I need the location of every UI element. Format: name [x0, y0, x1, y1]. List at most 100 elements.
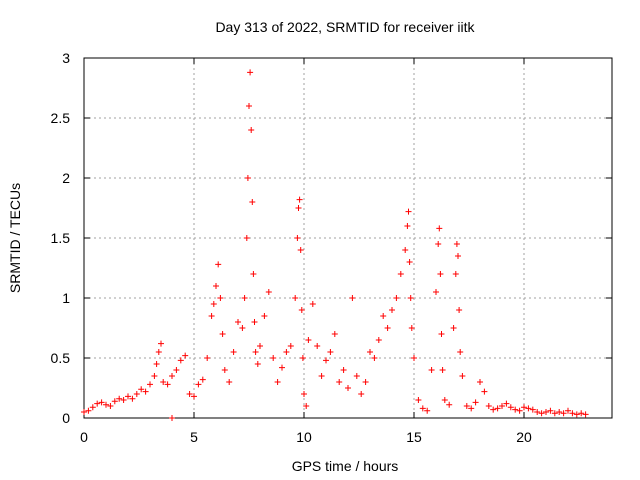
data-point: [459, 373, 466, 379]
data-point: [111, 398, 118, 405]
data-point: [241, 295, 248, 301]
data-point: [204, 355, 211, 361]
data-point: [433, 289, 439, 295]
data-point: [345, 385, 351, 391]
data-point: [569, 410, 576, 417]
data-point: [249, 199, 256, 205]
data-point: [142, 388, 149, 395]
data-point: [138, 386, 145, 393]
data-point: [516, 407, 523, 414]
data-point: [129, 395, 136, 402]
data-point: [452, 271, 459, 277]
data-point: [116, 395, 123, 402]
data-points: [81, 69, 589, 421]
data-point: [507, 404, 514, 411]
data-point: [565, 407, 571, 414]
data-point: [428, 367, 435, 373]
data-point: [578, 410, 585, 417]
data-point: [221, 367, 228, 373]
data-point: [336, 379, 343, 385]
data-point: [246, 103, 252, 109]
data-point: [450, 325, 457, 331]
y-tick-label: 1: [62, 290, 70, 306]
data-point: [85, 407, 92, 414]
axis-ticks: 0 0.5 1 1.5 2 2.5 3 0 5 10 15 20: [51, 50, 612, 445]
data-point: [213, 283, 219, 289]
data-point: [265, 289, 272, 295]
data-point: [195, 381, 202, 388]
data-point: [397, 271, 404, 277]
data-point: [521, 404, 527, 411]
data-point: [367, 349, 373, 355]
data-point: [279, 364, 285, 371]
data-point: [436, 225, 443, 232]
chart-title: Day 313 of 2022, SRMTID for receiver iit…: [215, 19, 475, 35]
data-point: [573, 411, 580, 418]
x-tick-label: 0: [80, 429, 88, 445]
data-point: [323, 357, 329, 364]
data-point: [299, 355, 306, 361]
data-point: [251, 319, 258, 325]
data-point: [254, 361, 261, 367]
x-tick-label: 5: [190, 429, 198, 445]
y-tick-label: 2.5: [51, 110, 71, 126]
data-point: [441, 397, 448, 403]
data-point: [534, 409, 541, 415]
y-tick-label: 0: [62, 410, 70, 426]
data-point: [455, 253, 461, 259]
data-point: [261, 313, 268, 319]
data-point: [424, 407, 431, 414]
data-point: [490, 406, 497, 413]
data-point: [250, 271, 257, 277]
data-point: [407, 295, 414, 301]
data-point: [252, 349, 259, 355]
data-point: [235, 319, 241, 325]
data-point: [582, 411, 589, 418]
data-point: [298, 307, 305, 313]
data-point: [215, 261, 222, 268]
data-point: [217, 295, 224, 301]
data-point: [182, 352, 189, 359]
data-point: [446, 401, 453, 408]
data-point: [331, 331, 338, 337]
data-point: [210, 301, 217, 307]
data-point: [529, 406, 536, 413]
data-point: [155, 349, 162, 355]
data-point: [340, 367, 347, 373]
data-point: [199, 376, 206, 383]
data-point: [153, 361, 160, 367]
data-point: [248, 127, 255, 133]
data-point: [297, 247, 304, 253]
data-point: [456, 307, 463, 313]
data-point: [453, 241, 460, 247]
plot-frame: [83, 57, 613, 419]
data-point: [107, 403, 114, 409]
data-point: [419, 405, 426, 412]
data-point: [406, 259, 413, 265]
data-point: [103, 401, 109, 408]
data-point: [292, 295, 299, 301]
data-point: [244, 175, 251, 181]
data-point: [314, 343, 321, 349]
data-point: [512, 406, 519, 413]
data-point: [435, 241, 442, 247]
data-point: [257, 343, 263, 349]
data-point: [404, 223, 411, 229]
data-point: [169, 415, 175, 421]
y-tick-label: 2: [62, 170, 70, 186]
data-point: [125, 393, 131, 400]
data-point: [543, 409, 549, 415]
data-point: [375, 337, 382, 343]
data-point: [477, 379, 483, 385]
data-point: [151, 373, 158, 379]
data-point: [191, 393, 197, 400]
data-point: [243, 235, 250, 241]
data-point: [485, 403, 492, 409]
data-point: [380, 313, 387, 319]
data-point: [327, 349, 334, 355]
x-tick-label: 15: [406, 429, 422, 445]
x-axis-label: GPS time / hours: [292, 458, 399, 474]
data-point: [402, 247, 409, 253]
data-point: [294, 235, 301, 241]
